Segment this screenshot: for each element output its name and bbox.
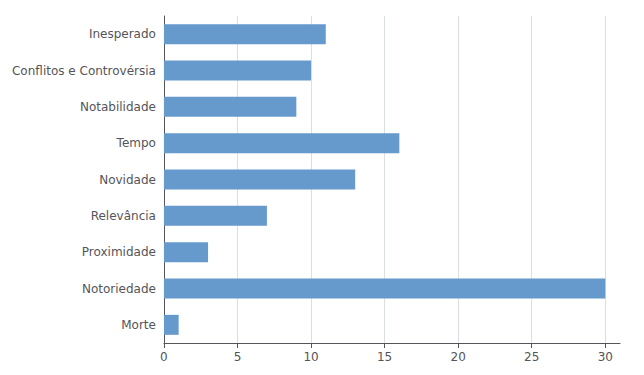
- svg-text:Morte: Morte: [121, 318, 156, 332]
- svg-text:Notabilidade: Notabilidade: [80, 100, 156, 114]
- svg-text:5: 5: [234, 350, 242, 364]
- svg-text:20: 20: [451, 350, 466, 364]
- svg-text:Tempo: Tempo: [116, 136, 156, 150]
- svg-text:Relevância: Relevância: [91, 209, 156, 223]
- svg-text:Novidade: Novidade: [99, 173, 156, 187]
- svg-text:0: 0: [160, 350, 168, 364]
- svg-text:25: 25: [524, 350, 539, 364]
- svg-text:30: 30: [598, 350, 613, 364]
- svg-text:Conflitos e Controvérsia: Conflitos e Controvérsia: [12, 64, 156, 78]
- svg-text:10: 10: [303, 350, 318, 364]
- svg-text:Inesperado: Inesperado: [89, 27, 156, 41]
- svg-text:15: 15: [377, 350, 392, 364]
- svg-text:Notoriedade: Notoriedade: [82, 282, 156, 296]
- svg-text:Proximidade: Proximidade: [82, 245, 156, 259]
